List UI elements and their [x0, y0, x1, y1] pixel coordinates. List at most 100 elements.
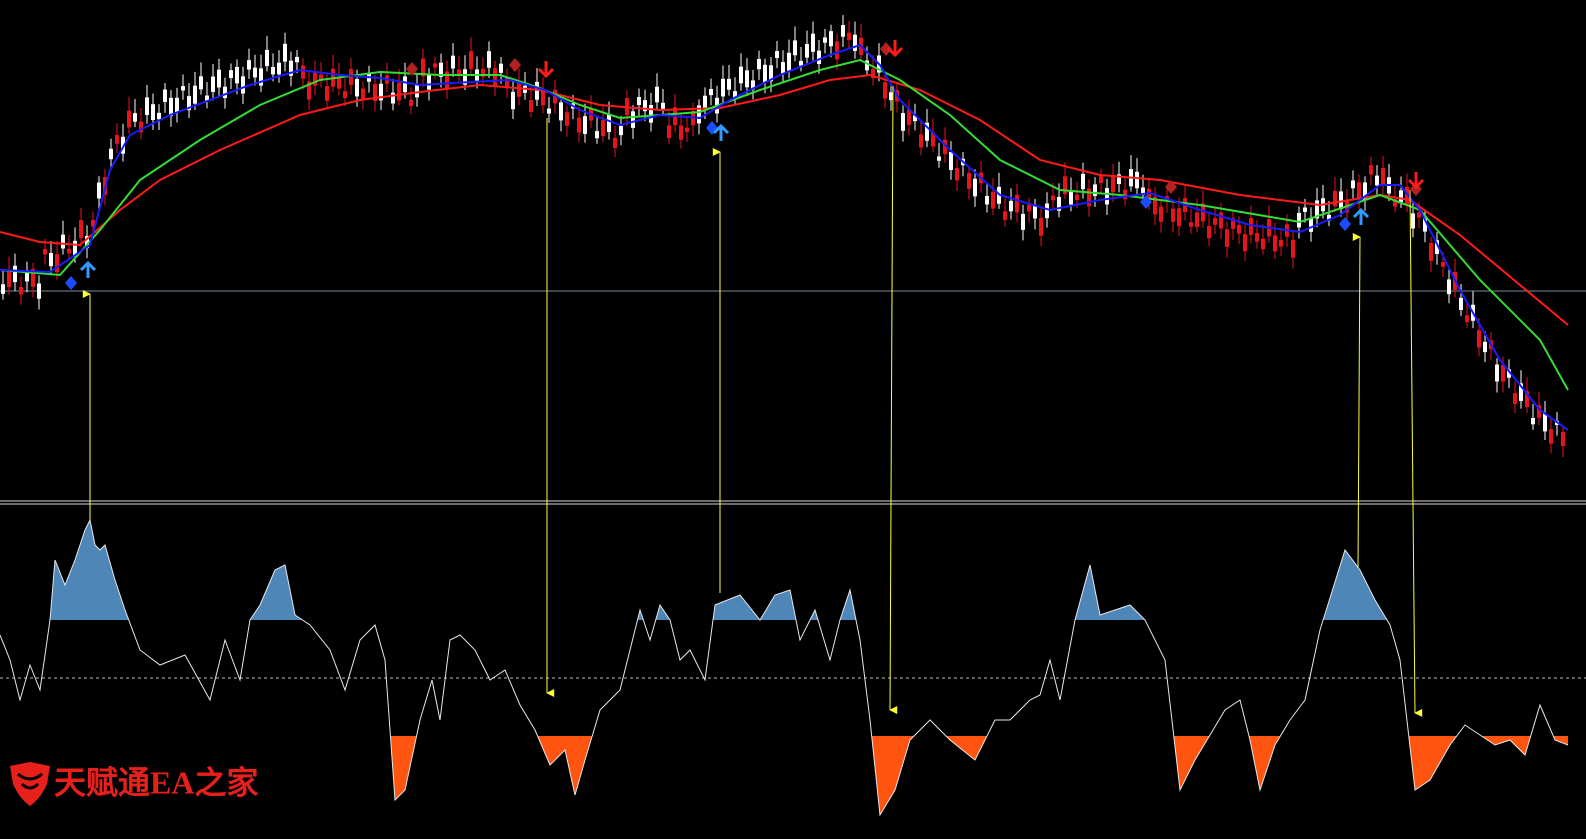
- candle-body: [799, 60, 803, 66]
- candle-body: [637, 96, 641, 106]
- candle-body: [1477, 330, 1481, 348]
- candle-body: [1027, 204, 1031, 212]
- candle-body: [1015, 194, 1019, 213]
- diamond-buy: [65, 276, 77, 290]
- candle-body: [679, 125, 683, 140]
- candle-body: [1117, 174, 1121, 185]
- candle-body: [319, 74, 323, 80]
- candle-body: [745, 70, 749, 88]
- watermark-logo-detail: [17, 772, 43, 790]
- candle-body: [241, 76, 245, 94]
- candle-body: [1459, 297, 1463, 310]
- candle-body: [469, 51, 473, 69]
- candle-body: [1219, 212, 1223, 229]
- candle-body: [1405, 186, 1409, 205]
- candle-body: [13, 265, 17, 283]
- diamond-sell: [1165, 180, 1177, 194]
- diamond-buy: [1140, 195, 1152, 209]
- connector-arrow: [1409, 189, 1423, 717]
- candle-body: [1447, 279, 1451, 295]
- candle-body: [607, 114, 611, 132]
- candle-body: [595, 131, 599, 139]
- candle-body: [457, 69, 461, 76]
- candle-body: [1249, 218, 1253, 235]
- candle-body: [163, 89, 167, 102]
- connector-arrow: [889, 85, 898, 715]
- watermark-logo: [10, 762, 50, 806]
- candle-body: [955, 167, 959, 181]
- candle-body: [379, 83, 383, 101]
- candle-body: [793, 40, 797, 56]
- candle-body: [511, 91, 515, 110]
- candle-body: [931, 132, 935, 147]
- candle-body: [1465, 315, 1469, 323]
- candle-body: [775, 51, 779, 58]
- candle-body: [1171, 208, 1175, 222]
- candle-body: [1309, 217, 1313, 232]
- candle-body: [1411, 213, 1415, 229]
- candle-body: [703, 95, 707, 109]
- candle-body: [763, 64, 767, 83]
- candle-body: [433, 63, 437, 68]
- candle-body: [1, 284, 5, 294]
- candle-body: [1315, 200, 1319, 219]
- candle-body: [919, 134, 923, 148]
- candle-body: [1291, 239, 1295, 258]
- watermark-text: 天赋通EA之家: [54, 764, 258, 800]
- candle-body: [667, 125, 671, 139]
- candle-body: [499, 63, 503, 73]
- candle-body: [307, 81, 311, 100]
- candle-body: [85, 235, 89, 249]
- candle-body: [1069, 191, 1073, 205]
- candle-body: [481, 68, 485, 77]
- candle-body: [73, 240, 77, 256]
- watermark: 天赋通EA之家: [10, 762, 258, 806]
- candle-body: [1201, 203, 1205, 222]
- candle-body: [709, 88, 713, 96]
- candle-body: [55, 254, 59, 273]
- candle-body: [43, 248, 47, 255]
- candle-body: [1075, 194, 1079, 201]
- candle-body: [229, 70, 233, 79]
- candle-body: [529, 100, 533, 112]
- candle-body: [1327, 214, 1331, 221]
- candle-body: [1537, 405, 1541, 418]
- candle-body: [1375, 175, 1379, 186]
- candle-body: [25, 269, 29, 282]
- candle-body: [739, 66, 743, 84]
- candle-body: [439, 62, 443, 77]
- candle-body: [1009, 200, 1013, 212]
- candle-body: [301, 65, 305, 79]
- candle-body: [1501, 364, 1505, 382]
- candle-body: [277, 62, 281, 75]
- candle-body: [1279, 240, 1283, 247]
- candle-body: [943, 139, 947, 155]
- candle-body: [883, 82, 887, 99]
- candle-body: [337, 76, 341, 89]
- candle-body: [181, 86, 185, 91]
- candle-body: [397, 82, 401, 101]
- candle-body: [169, 97, 173, 116]
- candle-body: [145, 97, 149, 115]
- candle-body: [1123, 189, 1127, 200]
- arrow-sell: [1407, 172, 1425, 190]
- candle-body: [643, 100, 647, 112]
- candle-body: [7, 269, 11, 288]
- candle-body: [343, 91, 347, 98]
- candle-body: [1483, 341, 1487, 353]
- candle-body: [1021, 213, 1025, 230]
- candle-body: [1189, 222, 1193, 227]
- candle-body: [259, 68, 263, 86]
- candle-body: [1369, 165, 1373, 175]
- moving-average-green: [0, 58, 1569, 391]
- candle-body: [1561, 431, 1565, 447]
- candle-body: [1099, 175, 1103, 184]
- candle-body: [133, 113, 137, 122]
- candle-body: [1297, 212, 1301, 228]
- candle-body: [865, 60, 869, 71]
- diamond-sell: [509, 58, 521, 72]
- candle-body: [283, 43, 287, 62]
- candle-body: [1441, 262, 1445, 267]
- candle-body: [373, 84, 377, 102]
